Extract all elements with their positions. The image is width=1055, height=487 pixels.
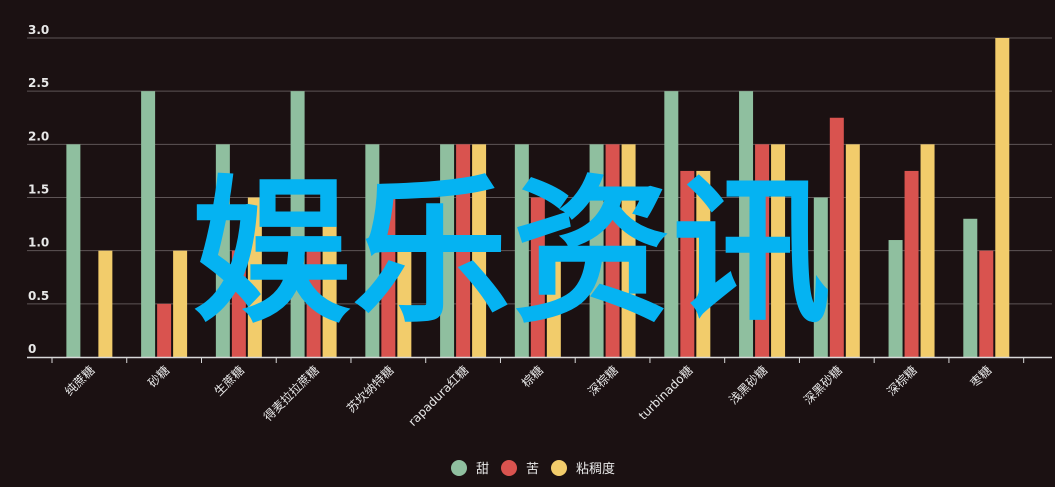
y-axis-ticks: 0 0.5 1.0 1.5 2.0 2.5 3.0 [28,23,49,356]
x-axis-ticks: 纯蔗糖 砂糖 生蔗糖 得麦拉拉蔗糖 苏坎纳特糖 rapadura红糖 棕糖 深棕糖 turbin… [51,357,1025,429]
bar[interactable] [755,144,770,357]
legend-label[interactable]: 粘稠度 [576,461,615,477]
x-tick-label: 浅黑砂糖 [726,363,771,408]
bar[interactable] [621,144,636,357]
bar[interactable] [397,250,412,357]
bar[interactable] [98,250,113,357]
bar[interactable] [66,144,81,357]
x-tick-label: turbinado糖 [635,363,695,423]
bar[interactable] [680,170,695,357]
x-tick-label: 纯蔗糖 [61,363,97,399]
bar[interactable] [904,170,919,357]
bar[interactable] [141,91,156,358]
x-tick-label: 棕糖 [518,363,546,391]
bar[interactable] [173,250,188,357]
bar[interactable] [456,144,471,357]
x-tick-label: 枣糖 [967,363,995,391]
x-tick-label: rapadura红糖 [405,363,471,429]
bar[interactable] [771,144,786,357]
y-tick-label: 3.0 [28,23,49,37]
bar[interactable] [365,144,380,357]
x-tick-label: 得麦拉拉蔗糖 [260,363,322,425]
bar[interactable] [546,250,561,357]
legend-label[interactable]: 甜 [476,461,489,477]
bar[interactable] [215,144,230,357]
bar[interactable] [845,144,860,357]
x-tick-label: 生蔗糖 [211,363,247,399]
x-tick-label: 深棕糖 [884,363,920,399]
bar[interactable] [696,170,711,357]
bar[interactable] [247,197,262,358]
y-tick-label: 1.0 [28,236,49,250]
bar[interactable] [231,250,246,357]
bar[interactable] [963,218,978,357]
bar[interactable] [979,250,994,357]
bar[interactable] [530,197,545,358]
y-tick-label: 0.5 [28,289,49,303]
bar[interactable] [381,197,396,358]
bar[interactable] [829,117,844,357]
bar[interactable] [157,303,172,357]
legend-swatch[interactable] [501,460,517,476]
y-tick-label: 2.5 [28,76,49,90]
bar[interactable] [813,197,828,358]
x-tick-label: 深黑砂糖 [800,363,845,408]
y-tick-label: 2.0 [28,129,49,143]
bar[interactable] [739,91,754,358]
legend[interactable]: 甜 苦 粘稠度 [451,460,615,477]
bar[interactable] [322,197,337,358]
x-tick-label: 砂糖 [145,363,173,391]
y-tick-label: 0 [28,342,36,356]
bar[interactable] [888,240,903,357]
legend-swatch[interactable] [451,460,467,476]
bar[interactable] [664,91,679,358]
bar[interactable] [605,144,620,357]
legend-label[interactable]: 苦 [526,461,539,477]
bar[interactable] [589,144,604,357]
bar[interactable] [472,144,487,357]
x-tick-label: 苏坎纳特糖 [343,363,396,416]
x-tick-label: 深棕糖 [585,363,621,399]
bar[interactable] [306,250,321,357]
bar[interactable] [920,144,935,357]
bar[interactable] [440,144,455,357]
y-tick-label: 1.5 [28,183,49,197]
legend-swatch[interactable] [551,460,567,476]
bar[interactable] [514,144,529,357]
bar[interactable] [995,38,1010,357]
bars [66,38,1010,358]
bar[interactable] [290,91,305,358]
